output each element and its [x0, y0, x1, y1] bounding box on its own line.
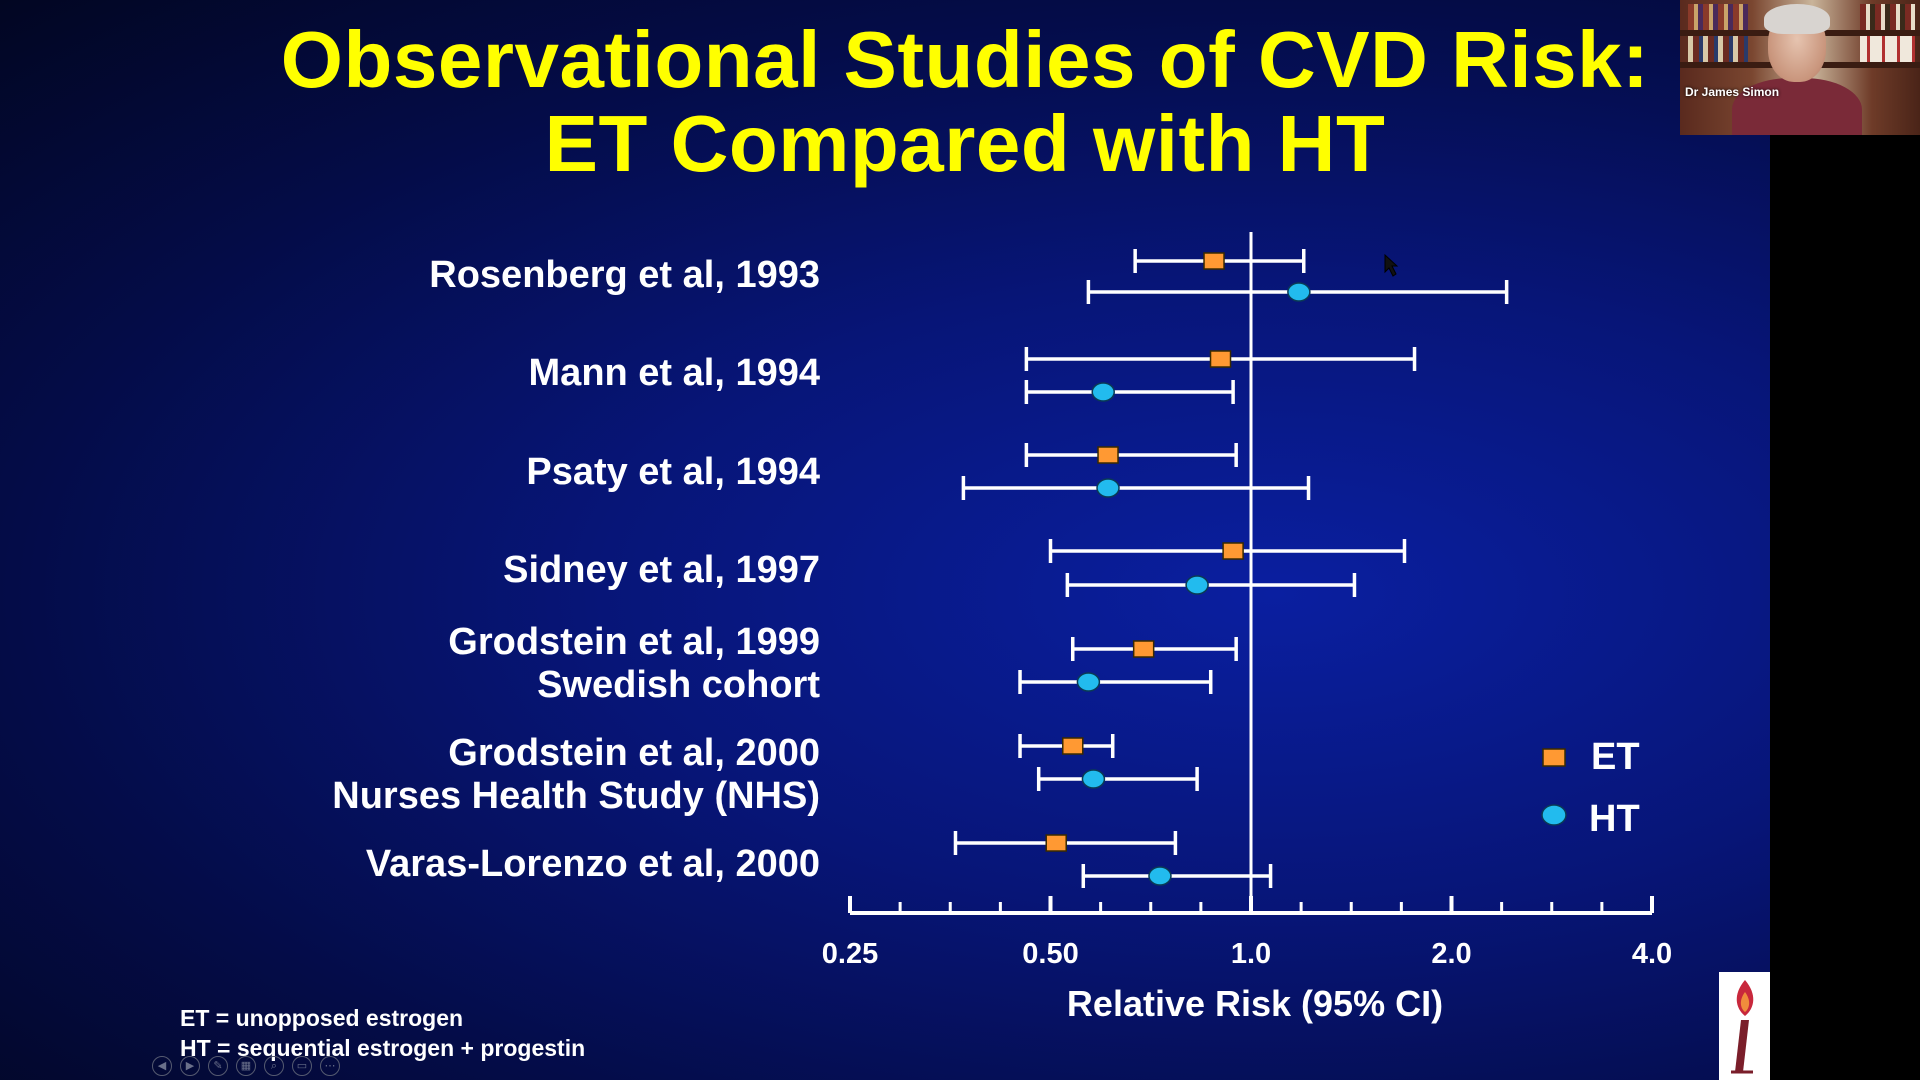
- study-label: Grodstein et al, 1999: [448, 621, 820, 663]
- participant-body: [1732, 78, 1862, 135]
- pen-icon[interactable]: ✎: [208, 1056, 228, 1076]
- legend-ht-marker: [1541, 804, 1567, 826]
- legend-et-marker: [1542, 748, 1566, 767]
- legend-et-label: ET: [1591, 736, 1640, 778]
- slide-title-line2: ET Compared with HT: [544, 99, 1386, 188]
- next-icon[interactable]: ▶: [180, 1056, 200, 1076]
- participant-video-tile[interactable]: Dr James Simon: [1680, 0, 1920, 135]
- zoom-icon[interactable]: ⌕: [264, 1056, 284, 1076]
- study-label: Psaty et al, 1994: [526, 451, 820, 493]
- torch-logo-icon: [1719, 972, 1770, 1080]
- x-axis-title: Relative Risk (95% CI): [1067, 983, 1443, 1024]
- slide-title-line1: Observational Studies of CVD Risk:: [280, 15, 1650, 104]
- ht-point-marker: [1148, 866, 1172, 886]
- ht-point-marker: [1091, 382, 1115, 402]
- et-point-marker: [1132, 640, 1155, 658]
- participant-hair: [1764, 4, 1830, 34]
- study-label: Sidney et al, 1997: [503, 549, 820, 591]
- prev-icon[interactable]: ◀: [152, 1056, 172, 1076]
- subtitles-icon[interactable]: ▭: [292, 1056, 312, 1076]
- ht-point-marker: [1185, 575, 1209, 595]
- presentation-slide: Observational Studies of CVD Risk: ET Co…: [0, 0, 1770, 1080]
- right-black-bar: [1770, 0, 1920, 1080]
- x-tick-label: 0.50: [1022, 938, 1078, 970]
- more-icon[interactable]: ⋯: [320, 1056, 340, 1076]
- x-tick-label: 4.0: [1632, 938, 1672, 970]
- mouse-cursor-icon: [1384, 253, 1399, 277]
- x-tick-label: 0.25: [822, 938, 878, 970]
- ht-point-marker: [1287, 282, 1311, 302]
- x-tick-label: 2.0: [1431, 938, 1471, 970]
- legend-ht-label: HT: [1589, 798, 1640, 840]
- slides-icon[interactable]: ▦: [236, 1056, 256, 1076]
- participant-name-label: Dr James Simon: [1685, 85, 1780, 99]
- books: [1860, 4, 1915, 30]
- ht-point-marker: [1081, 769, 1106, 789]
- et-point-marker: [1097, 446, 1119, 464]
- forest-plot: 0.25 0.50 1.0 2.0 4.0 Relative Risk (95% CI) R…: [332, 232, 1672, 1024]
- study-label: Rosenberg et al, 1993: [429, 254, 820, 296]
- et-point-marker: [1222, 542, 1244, 560]
- slideshow-toolbar: ◀ ▶ ✎ ▦ ⌕ ▭ ⋯: [152, 1056, 340, 1076]
- footnote-et-definition: ET = unopposed estrogen: [180, 1005, 464, 1031]
- study-label: Grodstein et al, 2000: [448, 732, 820, 774]
- et-point-marker: [1209, 350, 1232, 368]
- study-label: Mann et al, 1994: [529, 352, 820, 394]
- study-label: Varas-Lorenzo et al, 2000: [366, 843, 820, 885]
- books: [1688, 36, 1748, 62]
- ht-point-marker: [1096, 478, 1120, 498]
- books: [1860, 36, 1915, 62]
- ht-point-marker: [1076, 672, 1101, 692]
- et-point-marker: [1203, 252, 1225, 270]
- et-point-marker: [1045, 834, 1067, 852]
- books: [1688, 4, 1748, 30]
- et-point-marker: [1062, 737, 1084, 755]
- x-tick-label: 1.0: [1231, 938, 1271, 970]
- study-label: Swedish cohort: [537, 664, 820, 706]
- study-label: Nurses Health Study (NHS): [332, 775, 820, 817]
